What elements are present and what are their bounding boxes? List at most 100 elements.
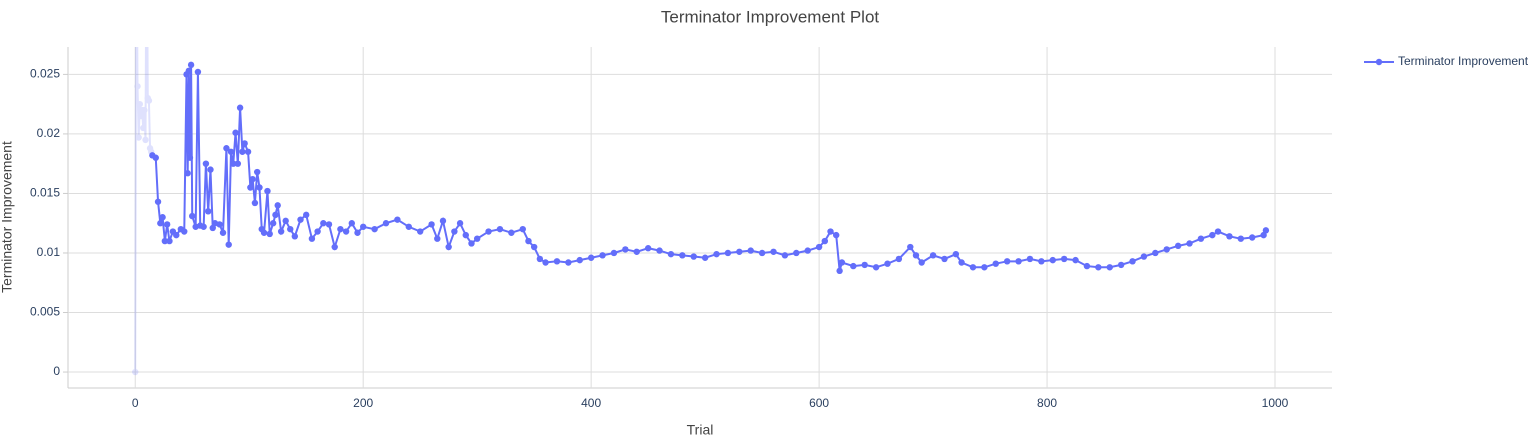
data-point <box>202 160 210 167</box>
data-point <box>331 243 338 251</box>
data-point <box>187 61 195 69</box>
data-point <box>838 259 846 266</box>
data-point <box>185 67 193 75</box>
data-point <box>656 247 663 254</box>
data-point <box>371 225 378 233</box>
data-point <box>952 250 960 258</box>
data-point <box>468 240 475 247</box>
data-point <box>519 225 526 233</box>
data-point <box>173 231 180 239</box>
data-point <box>1015 258 1022 265</box>
data-point <box>428 221 435 228</box>
data-point <box>1129 258 1136 265</box>
data-point <box>254 168 261 176</box>
data-point <box>359 223 367 230</box>
series <box>149 61 1270 275</box>
data-point <box>445 243 452 251</box>
data-point <box>236 104 244 111</box>
data-point <box>981 264 988 271</box>
data-point <box>1072 256 1079 264</box>
data-point <box>992 260 999 267</box>
data-point <box>1140 253 1148 260</box>
data-point <box>508 229 515 236</box>
data-point <box>227 148 235 155</box>
y-tick-label: 0.025 <box>30 67 60 81</box>
data-point <box>416 228 424 235</box>
data-point <box>536 255 544 263</box>
data-point <box>836 267 843 275</box>
x-axis-title: Trial <box>687 422 714 438</box>
data-point <box>587 254 595 261</box>
data-point <box>530 243 538 251</box>
data-point <box>239 148 246 155</box>
data-point <box>496 225 504 233</box>
data-point <box>565 259 572 266</box>
data-point <box>382 220 390 227</box>
series-line <box>151 64 1267 272</box>
data-point <box>159 214 166 221</box>
data-point <box>1106 264 1113 271</box>
data-point <box>1117 261 1125 269</box>
data-point <box>1038 258 1045 265</box>
y-tick-label: 0.02 <box>37 126 61 140</box>
x-tick-label: 400 <box>581 396 601 410</box>
legend: Terminator Improvement <box>1364 54 1529 68</box>
data-point <box>138 106 146 114</box>
data-point <box>1060 255 1068 263</box>
data-point <box>209 224 216 232</box>
data-point <box>622 246 629 253</box>
data-point <box>157 220 164 227</box>
data-point <box>194 68 202 76</box>
data-point <box>135 134 142 141</box>
data-point <box>1226 233 1233 240</box>
data-point <box>249 175 256 183</box>
x-tick-label: 800 <box>1037 396 1057 410</box>
data-point <box>884 260 891 267</box>
data-point <box>1186 240 1193 247</box>
data-point <box>405 223 412 230</box>
data-point <box>260 229 268 236</box>
data-point <box>667 250 675 258</box>
legend-label: Terminator Improvement <box>1398 54 1529 68</box>
x-tick-label: 200 <box>353 396 373 410</box>
data-point <box>342 228 350 235</box>
data-point <box>320 220 327 227</box>
data-point <box>186 154 194 161</box>
data-point <box>781 252 789 259</box>
data-point <box>1152 249 1159 257</box>
data-point <box>1049 256 1056 264</box>
data-point <box>1174 242 1182 250</box>
data-point <box>929 252 937 259</box>
data-point <box>1260 231 1267 239</box>
data-point <box>804 247 811 254</box>
series-line <box>134 47 153 373</box>
data-point <box>969 264 977 271</box>
data-point <box>451 228 458 235</box>
plot-area <box>132 47 1270 376</box>
data-point <box>137 112 145 120</box>
data-point <box>1249 234 1256 241</box>
data-point <box>230 160 237 167</box>
x-tick-label: 0 <box>132 396 139 410</box>
data-point <box>244 148 252 155</box>
data-point <box>134 83 141 90</box>
data-point <box>269 220 277 227</box>
data-point <box>219 229 227 236</box>
data-point <box>576 256 583 264</box>
data-point <box>277 228 285 235</box>
data-point <box>132 368 139 376</box>
data-point <box>337 225 344 233</box>
data-point <box>610 249 618 257</box>
data-point <box>850 262 857 270</box>
data-point <box>136 100 144 108</box>
data-point <box>473 235 481 242</box>
data-point <box>142 136 149 144</box>
data-point <box>1083 262 1091 270</box>
data-point <box>958 259 965 266</box>
data-point <box>140 124 147 132</box>
data-point <box>553 258 561 265</box>
data-point <box>291 233 299 240</box>
data-point <box>907 243 914 251</box>
x-tick-label: 1000 <box>1262 396 1289 410</box>
